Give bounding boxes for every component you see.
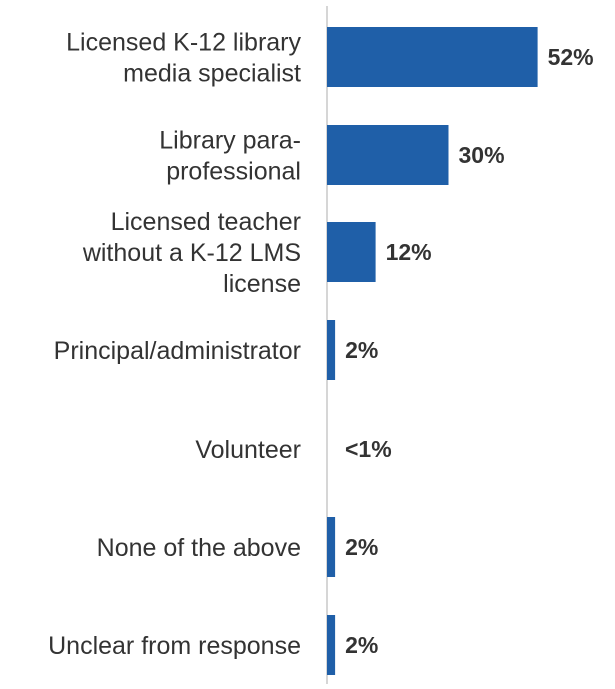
category-label-4: Volunteer <box>195 436 301 464</box>
category-labels-group: Licensed K-12 library media specialist Lib… <box>48 29 301 661</box>
category-label-line: media specialist <box>123 60 301 88</box>
category-label-line: Unclear from response <box>48 632 301 660</box>
bar-0 <box>327 27 538 87</box>
category-label-line: Volunteer <box>195 436 301 464</box>
category-label-line: Principal/administrator <box>54 337 301 365</box>
bar-3 <box>327 320 336 380</box>
category-label-0: Licensed K-12 library media specialist <box>66 29 301 88</box>
category-label-5: None of the above <box>97 534 301 562</box>
category-label-line: Licensed K-12 library <box>66 29 301 57</box>
category-label-2: Licensed teacher without a K-12 LMS licens… <box>82 208 301 298</box>
category-label-1: Library para-professional <box>159 127 301 186</box>
value-label-0: 52% <box>548 44 594 70</box>
value-label-1: 30% <box>459 142 505 168</box>
category-label-line: None of the above <box>97 534 301 562</box>
value-label-5: 2% <box>345 534 378 560</box>
bars-group <box>327 27 538 675</box>
bar-2 <box>327 222 376 282</box>
category-label-line: license <box>223 270 301 298</box>
category-label-line: professional <box>166 158 301 186</box>
bar-1 <box>327 125 449 185</box>
category-label-line: Library para- <box>159 127 301 155</box>
value-label-4: <1% <box>345 436 392 462</box>
value-labels-group: 52% 30% 12% 2% <1% 2% 2% <box>345 44 594 658</box>
value-label-6: 2% <box>345 632 378 658</box>
category-label-3: Principal/administrator <box>54 337 301 365</box>
category-label-line: Licensed teacher <box>111 208 301 236</box>
bar-5 <box>327 517 336 577</box>
category-label-line: without a K-12 LMS <box>82 239 301 267</box>
category-label-6: Unclear from response <box>48 632 301 660</box>
bar-6 <box>327 615 336 675</box>
value-label-3: 2% <box>345 337 378 363</box>
value-label-2: 12% <box>386 239 432 265</box>
